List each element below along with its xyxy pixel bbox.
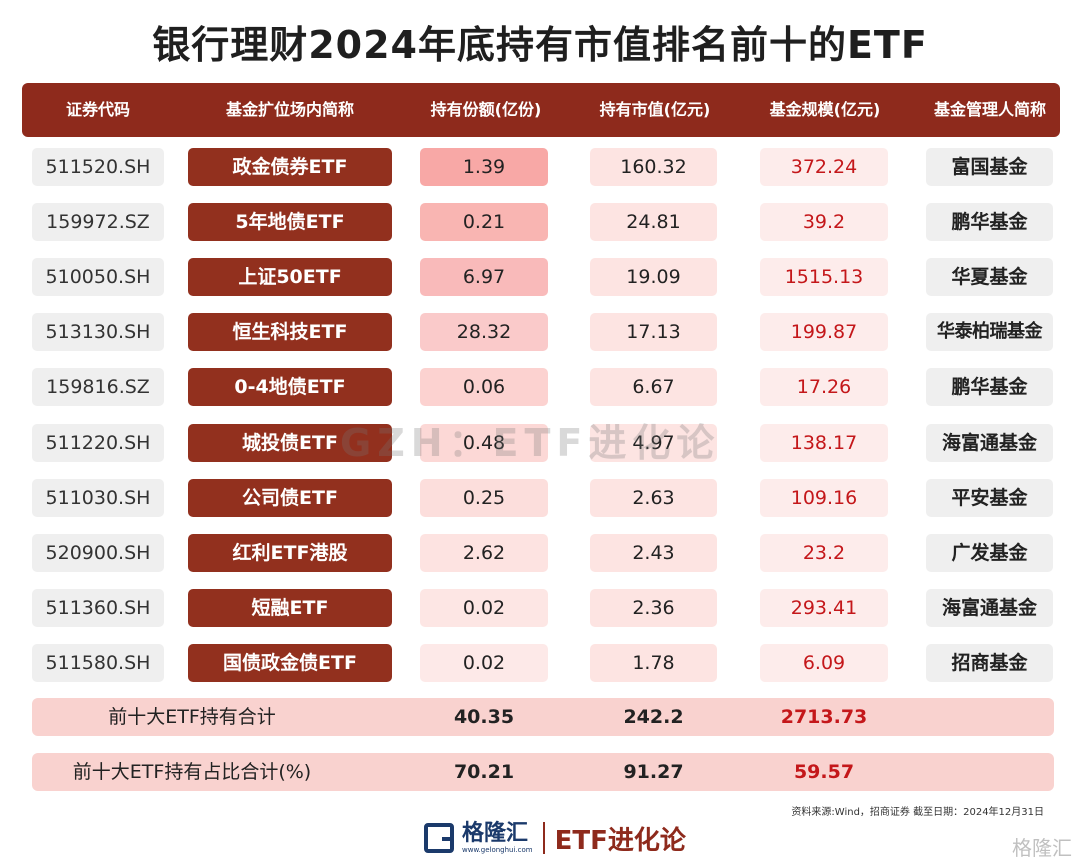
header-name: 基金扩位场内简称 (225, 100, 354, 119)
cell-fund-name: 上证50ETF (188, 258, 392, 296)
summary-shares: 40.35 (453, 706, 515, 728)
cell-code: 159816.SZ (32, 368, 164, 406)
cell-manager: 鹏华基金 (926, 203, 1053, 241)
table-row: 159972.SZ 5年地债ETF 0.21 24.81 39.2 鹏华基金 (0, 203, 1080, 241)
cell-fund-name: 0-4地债ETF (188, 368, 392, 406)
header-scale: 基金规模(亿元) (769, 100, 881, 119)
cell-scale: 199.87 (760, 313, 888, 351)
table-row: 511580.SH 国债政金债ETF 0.02 1.78 6.09 招商基金 (0, 644, 1080, 682)
cell-shares: 0.02 (420, 589, 548, 627)
cell-fund-name: 国债政金债ETF (188, 644, 392, 682)
cell-scale: 1515.13 (760, 258, 888, 296)
cell-manager: 富国基金 (926, 148, 1053, 186)
cell-value: 2.63 (590, 479, 717, 517)
cell-fund-name: 短融ETF (188, 589, 392, 627)
cell-shares: 0.48 (420, 424, 548, 462)
cell-code: 511360.SH (32, 589, 164, 627)
header-value: 持有市值(亿元) (599, 100, 711, 119)
cell-value: 2.43 (590, 534, 717, 572)
summary-scale: 59.57 (793, 761, 855, 783)
cell-code: 510050.SH (32, 258, 164, 296)
cell-scale: 109.16 (760, 479, 888, 517)
channel-name: ETF进化论 (554, 825, 686, 856)
cell-fund-name: 红利ETF港股 (188, 534, 392, 572)
page-title: 银行理财2024年底持有市值排名前十的ETF (152, 23, 928, 67)
cell-scale: 17.26 (760, 368, 888, 406)
summary-label: 前十大ETF持有合计 (108, 706, 276, 728)
cell-value: 2.36 (590, 589, 717, 627)
cell-scale: 138.17 (760, 424, 888, 462)
table-row: 510050.SH 上证50ETF 6.97 19.09 1515.13 华夏基金 (0, 258, 1080, 296)
cell-scale: 39.2 (760, 203, 888, 241)
cell-manager: 海富通基金 (926, 589, 1053, 627)
table-row: 511520.SH 政金债券ETF 1.39 160.32 372.24 富国基金 (0, 148, 1080, 186)
cell-code: 511580.SH (32, 644, 164, 682)
cell-value: 4.97 (590, 424, 717, 462)
cell-scale: 23.2 (760, 534, 888, 572)
table-row: 511030.SH 公司债ETF 0.25 2.63 109.16 平安基金 (0, 479, 1080, 517)
cell-fund-name: 政金债券ETF (188, 148, 392, 186)
table-row: 513130.SH 恒生科技ETF 28.32 17.13 199.87 华泰柏瑞基金 (0, 313, 1080, 351)
summary-value: 91.27 (623, 761, 684, 783)
cell-shares: 6.97 (420, 258, 548, 296)
cell-manager: 华夏基金 (926, 258, 1053, 296)
corner-watermark: 格隆汇 (1012, 836, 1072, 860)
cell-shares: 0.02 (420, 644, 548, 682)
cell-shares: 28.32 (420, 313, 548, 351)
cell-scale: 293.41 (760, 589, 888, 627)
cell-shares: 0.21 (420, 203, 548, 241)
cell-scale: 372.24 (760, 148, 888, 186)
cell-code: 520900.SH (32, 534, 164, 572)
cell-manager: 华泰柏瑞基金 (926, 313, 1053, 351)
cell-value: 19.09 (590, 258, 717, 296)
table-row: 511360.SH 短融ETF 0.02 2.36 293.41 海富通基金 (0, 589, 1080, 627)
source-note: 资料来源:Wind，招商证券 截至日期：2024年12月31日 (791, 807, 1044, 818)
summary-shares: 70.21 (453, 761, 515, 783)
cell-fund-name: 公司债ETF (188, 479, 392, 517)
cell-code: 511520.SH (32, 148, 164, 186)
brand-name: 格隆汇 www.gelonghui.com (462, 821, 533, 855)
summary-row-total: 前十大ETF持有合计 40.35 242.2 2713.73 (32, 698, 1054, 736)
cell-value: 6.67 (590, 368, 717, 406)
cell-manager: 鹏华基金 (926, 368, 1053, 406)
cell-shares: 0.25 (420, 479, 548, 517)
summary-scale: 2713.73 (780, 706, 868, 728)
table-row: 159816.SZ 0-4地债ETF 0.06 6.67 17.26 鹏华基金 (0, 368, 1080, 406)
cell-code: 513130.SH (32, 313, 164, 351)
header-manager: 基金管理人简称 (933, 100, 1046, 119)
table-header: 证券代码 基金扩位场内简称 持有份额(亿份) 持有市值(亿元) 基金规模(亿元)… (22, 83, 1060, 137)
cell-fund-name: 恒生科技ETF (188, 313, 392, 351)
cell-manager: 广发基金 (926, 534, 1053, 572)
cell-code: 159972.SZ (32, 203, 164, 241)
cell-scale: 6.09 (760, 644, 888, 682)
cell-shares: 1.39 (420, 148, 548, 186)
cell-fund-name: 城投债ETF (188, 424, 392, 462)
cell-value: 17.13 (590, 313, 717, 351)
table-row: 511220.SH 城投债ETF 0.48 4.97 138.17 海富通基金 (0, 424, 1080, 462)
cell-manager: 平安基金 (926, 479, 1053, 517)
cell-code: 511030.SH (32, 479, 164, 517)
table-row: 520900.SH 红利ETF港股 2.62 2.43 23.2 广发基金 (0, 534, 1080, 572)
summary-row-ratio: 前十大ETF持有占比合计(%) 70.21 91.27 59.57 (32, 753, 1054, 791)
gelonghui-logo-icon (424, 823, 454, 853)
summary-label: 前十大ETF持有占比合计(%) (72, 761, 312, 783)
logo-divider (542, 822, 545, 854)
cell-shares: 2.62 (420, 534, 548, 572)
cell-value: 1.78 (590, 644, 717, 682)
cell-value: 24.81 (590, 203, 717, 241)
brand-url: www.gelonghui.com (462, 846, 533, 854)
cell-manager: 招商基金 (926, 644, 1053, 682)
header-code: 证券代码 (65, 100, 130, 119)
footer-logo: 格隆汇 www.gelonghui.com ETF进化论 (424, 818, 686, 858)
cell-value: 160.32 (590, 148, 717, 186)
cell-code: 511220.SH (32, 424, 164, 462)
cell-shares: 0.06 (420, 368, 548, 406)
summary-value: 242.2 (623, 706, 684, 728)
header-shares: 持有份额(亿份) (430, 100, 542, 119)
cell-manager: 海富通基金 (926, 424, 1053, 462)
cell-fund-name: 5年地债ETF (188, 203, 392, 241)
